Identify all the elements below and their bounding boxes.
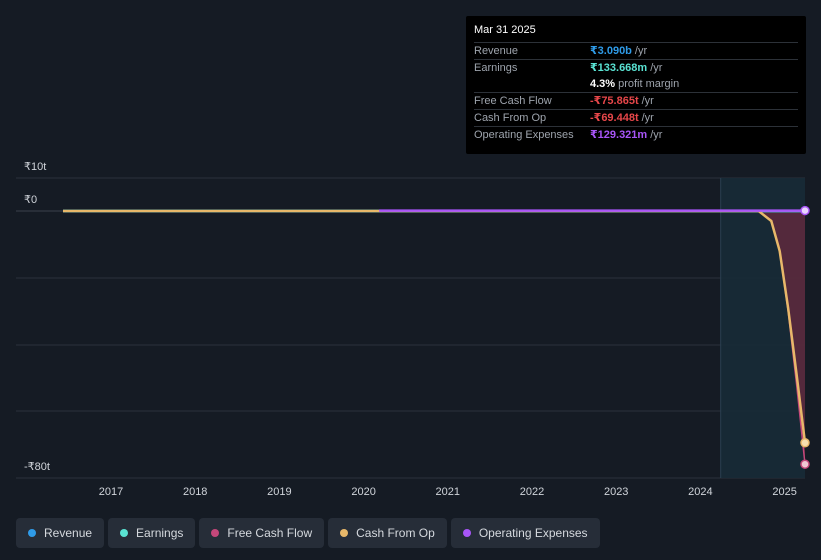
tooltip-value: ₹129.321m <box>590 129 648 141</box>
tooltip-value: ₹133.668m <box>590 62 648 74</box>
tooltip-row: Free Cash Flow -₹75.865t/yr <box>474 92 798 109</box>
tooltip-value: -₹69.448t <box>590 112 639 124</box>
x-tick-label: 2020 <box>351 486 375 498</box>
tooltip-row: Revenue ₹3.090b/yr <box>474 42 798 59</box>
tooltip-date: Mar 31 2025 <box>474 24 536 36</box>
tooltip-row: Earnings ₹133.668m/yr <box>474 59 798 76</box>
tooltip-label: Cash From Op <box>474 112 547 124</box>
legend-dot-icon <box>462 529 471 537</box>
tooltip-panel: Mar 31 2025 Revenue ₹3.090b/yr Earnings ₹13… <box>466 16 806 154</box>
chart-svg: ₹10t ₹0 -₹80t 2017 2018 2019 2020 2021 2022 2023 2… <box>16 161 810 498</box>
series-line-free-cash-flow <box>63 210 806 465</box>
legend-item-earnings[interactable]: Earnings <box>108 518 196 548</box>
x-tick-label: 2018 <box>183 486 207 498</box>
tooltip-value: 4.3% <box>590 78 616 90</box>
cash-from-op-end-marker <box>800 438 810 448</box>
legend-label: Free Cash Flow <box>227 526 313 540</box>
y-tick-label: -₹80t <box>24 461 50 473</box>
legend-dot-icon <box>28 529 36 537</box>
tooltip-label <box>474 76 590 92</box>
operating-expenses-end-marker <box>800 205 810 216</box>
tooltip-row: Cash From Op -₹69.448t/yr <box>474 109 798 126</box>
tooltip-value: -₹75.865t <box>590 95 639 107</box>
legend-item-free-cash-flow[interactable]: Free Cash Flow <box>199 518 325 548</box>
tooltip-unit: profit margin <box>618 78 680 90</box>
y-tick-label: ₹0 <box>24 194 37 206</box>
tooltip-label: Operating Expenses <box>474 129 574 141</box>
tooltip-unit: /yr <box>641 112 654 124</box>
free-cash-flow-area <box>63 211 805 465</box>
legend-label: Revenue <box>44 526 93 540</box>
tooltip-unit: /yr <box>650 62 663 74</box>
legend-dot-icon <box>120 529 129 537</box>
legend-dot-icon <box>211 529 220 537</box>
legend-item-cash-from-op[interactable]: Cash From Op <box>328 518 447 548</box>
legend-label: Earnings <box>136 526 184 540</box>
tooltip-unit: /yr <box>641 95 654 107</box>
legend: Revenue Earnings Free Cash Flow Cash From O… <box>16 518 600 548</box>
tooltip-value: ₹3.090b <box>590 45 632 57</box>
tooltip-label: Earnings <box>474 62 518 74</box>
legend-label: Operating Expenses <box>478 526 588 540</box>
tooltip-label: Free Cash Flow <box>474 95 552 107</box>
series-line-cash-from-op <box>63 209 807 443</box>
tooltip-unit: /yr <box>634 45 648 57</box>
tooltip-label: Revenue <box>474 45 519 57</box>
legend-label: Cash From Op <box>356 526 435 540</box>
x-tick-label: 2021 <box>436 486 460 498</box>
tooltip-row: 4.3% profit margin <box>474 76 798 92</box>
x-tick-label: 2023 <box>604 486 628 498</box>
legend-item-operating-expenses[interactable]: Operating Expenses <box>450 518 600 548</box>
y-tick-label: ₹10t <box>24 161 46 173</box>
x-tick-label: 2022 <box>520 486 544 498</box>
tooltip-row: Operating Expenses ₹129.321m/yr <box>474 126 798 143</box>
x-tick-label: 2025 <box>772 486 796 498</box>
x-tick-label: 2017 <box>99 486 123 498</box>
x-tick-label: 2019 <box>267 486 291 498</box>
legend-dot-icon <box>340 529 349 537</box>
free-cash-flow-end-marker <box>800 459 810 469</box>
legend-item-revenue[interactable]: Revenue <box>16 518 105 548</box>
tooltip-unit: /yr <box>650 129 663 141</box>
x-tick-label: 2024 <box>688 486 712 498</box>
